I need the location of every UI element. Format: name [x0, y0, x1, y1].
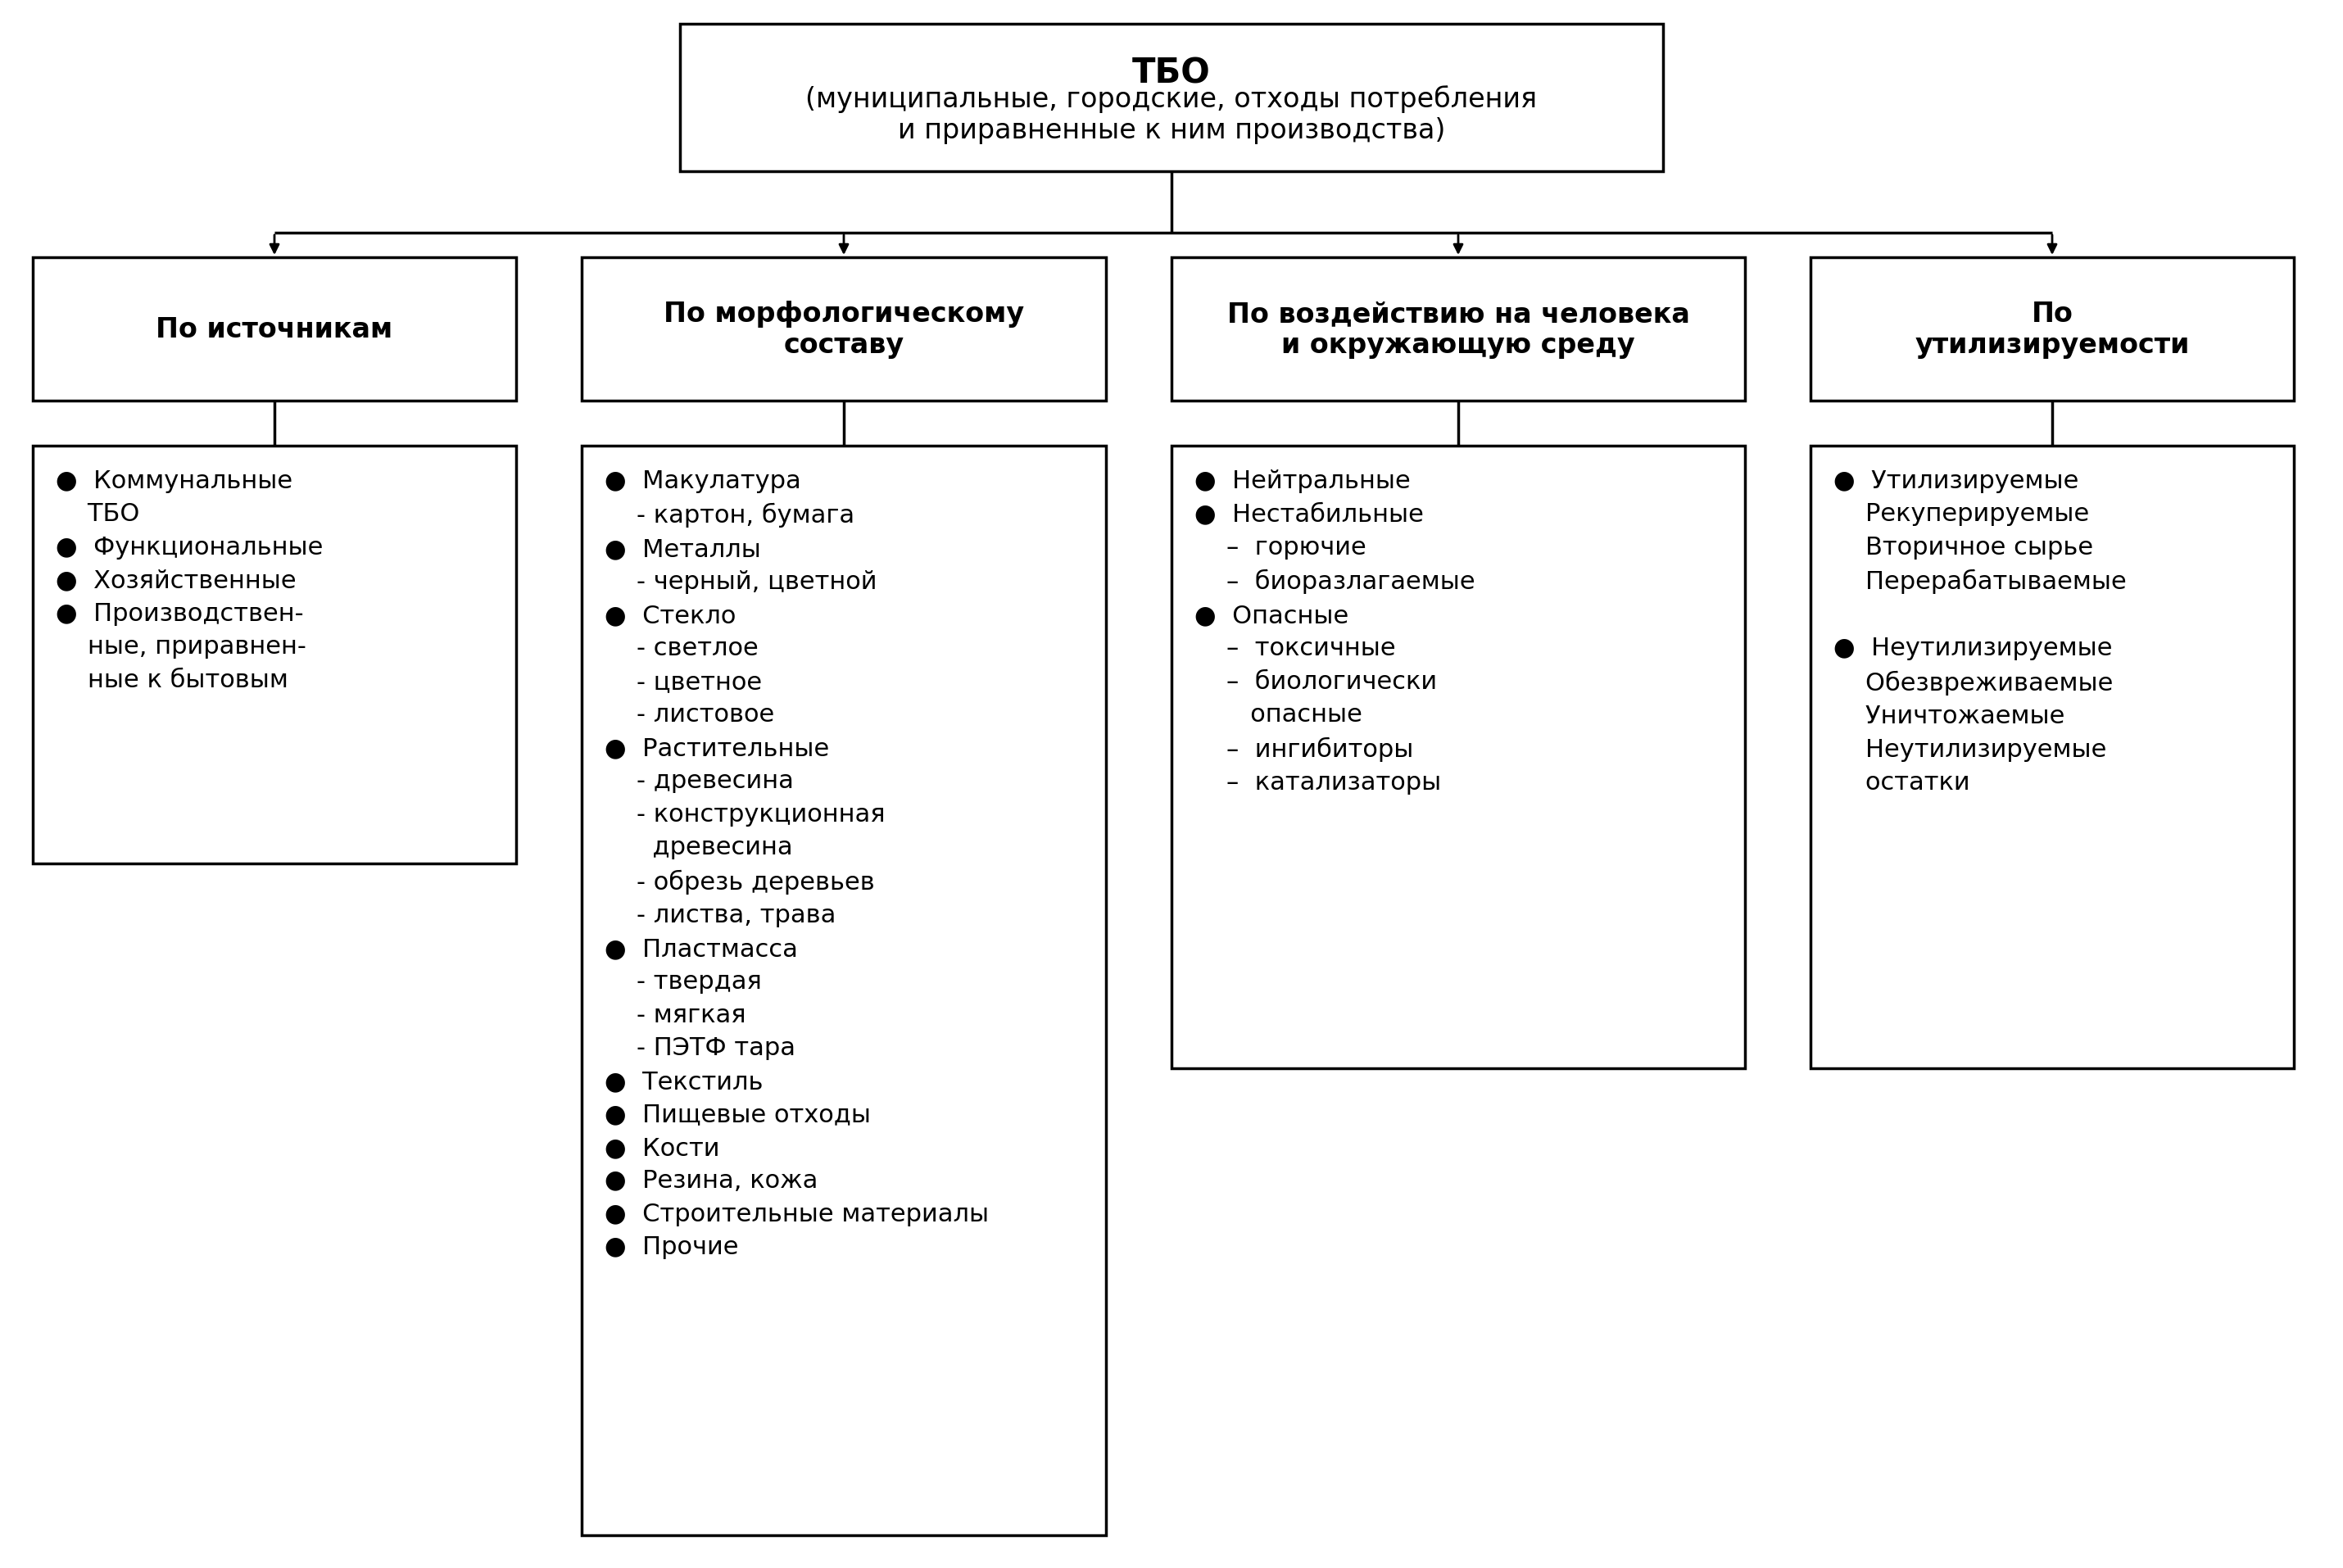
Bar — [1811, 447, 2294, 1068]
Bar — [1172, 257, 1746, 401]
Text: ●  Коммунальные
    ТБО
●  Функциональные
●  Хозяйственные
●  Производствен-
   : ● Коммунальные ТБО ● Функциональные ● Хо… — [56, 469, 323, 691]
Text: ●  Макулатура
    - картон, бумага
●  Металлы
    - черный, цветной
●  Стекло
  : ● Макулатура - картон, бумага ● Металлы … — [604, 469, 989, 1259]
Bar — [33, 447, 515, 864]
Text: (муниципальные, городские, отходы потребления
и приравненные к ним производства): (муниципальные, городские, отходы потреб… — [806, 85, 1537, 144]
Text: По воздействию на человека
и окружающую среду: По воздействию на человека и окружающую … — [1228, 301, 1689, 359]
Bar — [581, 257, 1106, 401]
Text: ТБО: ТБО — [1132, 56, 1211, 89]
Bar — [679, 25, 1664, 172]
Bar — [33, 257, 515, 401]
Bar — [581, 447, 1106, 1535]
Text: По источникам: По источникам — [157, 317, 394, 343]
Bar — [1172, 447, 1746, 1068]
Text: По
утилизируемости: По утилизируемости — [1914, 301, 2191, 359]
Text: По морфологическому
составу: По морфологическому составу — [663, 301, 1024, 359]
Text: ●  Нейтральные
●  Нестабильные
    –  горючие
    –  биоразлагаемые
●  Опасные
 : ● Нейтральные ● Нестабильные – горючие –… — [1195, 469, 1476, 795]
Text: ●  Утилизируемые
    Рекуперируемые
    Вторичное сырье
    Перерабатываемые

● : ● Утилизируемые Рекуперируемые Вторичное… — [1835, 469, 2127, 795]
Bar — [1811, 257, 2294, 401]
